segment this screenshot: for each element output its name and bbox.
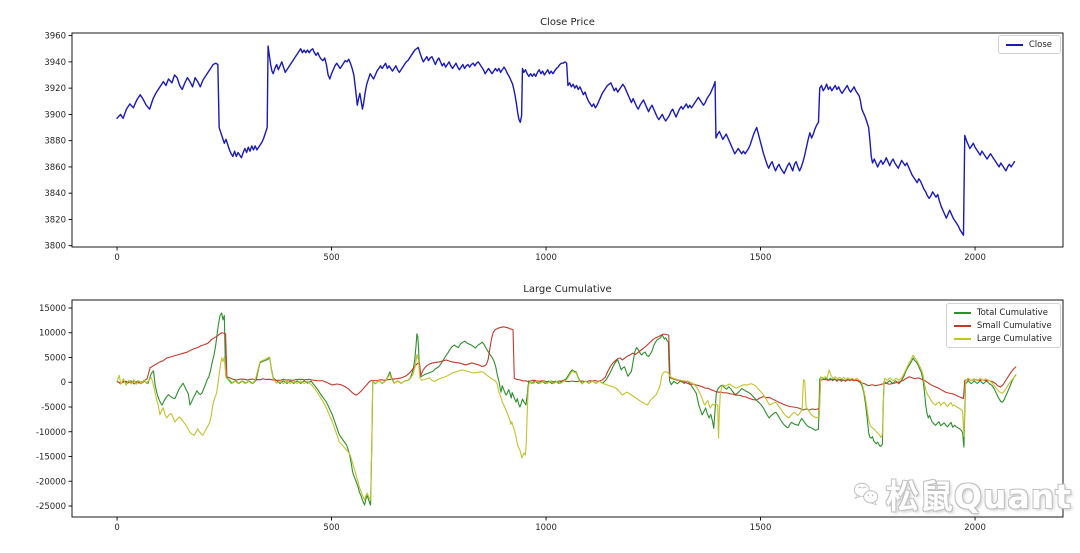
series-total-cumulative bbox=[116, 312, 1017, 506]
legend-line-swatch bbox=[1005, 43, 1023, 46]
x-tick-label: 1500 bbox=[750, 523, 772, 533]
legend-label: Small Cumulative bbox=[976, 320, 1052, 331]
y-tick-label: -25000 bbox=[36, 502, 66, 512]
x-tick-label: 0 bbox=[114, 523, 119, 533]
y-tick-label: -5000 bbox=[41, 403, 66, 413]
x-tick-label: 1000 bbox=[535, 523, 557, 533]
legend-label: Close bbox=[1028, 39, 1052, 50]
x-tick-label: 1000 bbox=[535, 253, 557, 263]
y-tick-label: -20000 bbox=[36, 477, 66, 487]
legend-entry: Large Cumulative bbox=[953, 333, 1052, 344]
y-tick-label: -10000 bbox=[36, 428, 66, 438]
y-tick-label: -15000 bbox=[36, 453, 66, 463]
close-chart-legend: Close bbox=[997, 35, 1061, 54]
y-tick-label: 10000 bbox=[39, 329, 66, 339]
legend-entry: Total Cumulative bbox=[953, 307, 1052, 318]
cumulative-chart-legend: Total Cumulative Small Cumulative Large Cu… bbox=[945, 303, 1061, 348]
y-tick-label: 3960 bbox=[44, 32, 66, 42]
legend-label: Total Cumulative bbox=[976, 307, 1048, 318]
x-tick-label: 2000 bbox=[964, 253, 986, 263]
axes-spines bbox=[71, 299, 1064, 518]
close-chart: 0 500 1000 1500 2000 3800 3820 3840 3860 3880 3900… bbox=[44, 32, 1064, 263]
legend-line-swatch bbox=[953, 311, 971, 314]
cumulative-chart: 0 500 1000 1500 2000 -25000 -20000 -15000 -10000… bbox=[36, 299, 1064, 533]
y-tick-label: 3940 bbox=[44, 58, 66, 68]
x-tick-label: 0 bbox=[114, 253, 119, 263]
y-tick-label: 0 bbox=[61, 378, 66, 388]
y-tick-label: 3820 bbox=[44, 215, 66, 225]
series-small-cumulative bbox=[116, 326, 1017, 411]
y-tick-label: 3800 bbox=[44, 242, 66, 252]
cumulative-chart-title: Large Cumulative bbox=[523, 284, 612, 295]
y-tick-label: 5000 bbox=[44, 353, 66, 363]
y-tick-label: 15000 bbox=[39, 304, 66, 314]
y-tick-label: 3860 bbox=[44, 163, 66, 173]
x-tick-label: 2000 bbox=[964, 523, 986, 533]
y-tick-label: 3840 bbox=[44, 189, 66, 199]
legend-entry: Close bbox=[1005, 39, 1052, 50]
legend-line-swatch bbox=[953, 337, 971, 340]
legend-entry: Small Cumulative bbox=[953, 320, 1052, 331]
series-large-cumulative bbox=[116, 353, 1017, 501]
y-tick-label: 3920 bbox=[44, 84, 66, 94]
x-tick-label: 500 bbox=[323, 523, 339, 533]
series-close bbox=[116, 45, 1016, 236]
axes-spines bbox=[71, 32, 1064, 248]
x-tick-label: 1500 bbox=[750, 253, 772, 263]
y-tick-label: 3900 bbox=[44, 110, 66, 120]
legend-label: Large Cumulative bbox=[976, 333, 1052, 344]
legend-line-swatch bbox=[953, 324, 971, 327]
close-chart-title: Close Price bbox=[540, 17, 595, 28]
y-tick-label: 3880 bbox=[44, 137, 66, 147]
x-tick-label: 500 bbox=[323, 253, 339, 263]
